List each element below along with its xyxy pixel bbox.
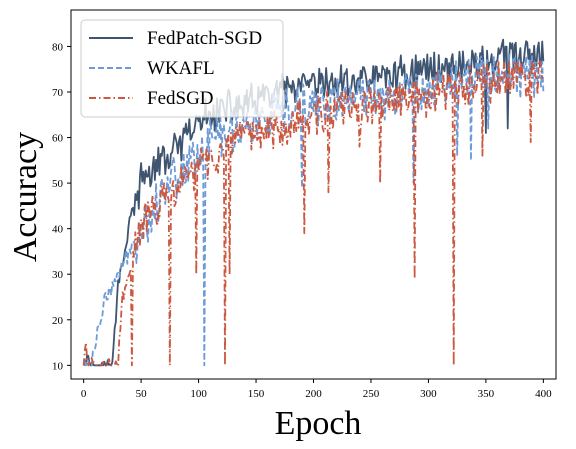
series-layer [82,38,545,368]
legend-entry-label: FedSGD [147,88,214,109]
y-tick-label: 40 [52,224,64,236]
x-axis-label: Epoch [275,405,362,442]
series-line-fedpatch-sgd [83,38,545,367]
x-tick-label: 300 [420,388,437,400]
x-tick-label: 200 [305,388,322,400]
x-tick-label: 50 [136,388,148,400]
x-tick-label: 100 [190,388,207,400]
y-tick-label: 30 [52,269,64,281]
y-axis: 10 20 30 40 50 60 70 80 [52,41,71,372]
y-tick-label: 70 [52,87,64,99]
x-tick-label: 250 [363,388,380,400]
x-tick-label: 0 [81,388,87,400]
x-tick-label: 400 [535,388,552,400]
y-tick-label: 80 [52,41,64,53]
legend-box [80,19,284,118]
series-line-fedsgd [82,59,544,368]
x-tick-label: 150 [248,388,265,400]
y-axis-label: Accuracy [7,132,44,262]
legend: FedPatch-SGD WKAFL FedSGD [80,19,284,118]
y-tick-label: 10 [52,360,64,372]
x-axis: 0 50 100 150 200 250 300 350 400 [81,379,552,400]
y-tick-label: 50 [52,178,64,190]
x-tick-label: 350 [478,388,495,400]
legend-entry-label: WKAFL [147,58,215,79]
y-tick-label: 20 [52,315,64,327]
legend-entry-label: FedPatch-SGD [147,28,262,49]
y-tick-label: 60 [52,133,64,145]
